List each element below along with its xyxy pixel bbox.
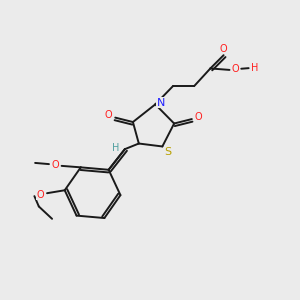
Text: H: H [251, 63, 258, 73]
Text: N: N [156, 98, 165, 108]
Text: O: O [105, 110, 112, 120]
Text: S: S [164, 147, 171, 157]
Text: O: O [37, 190, 44, 200]
Text: O: O [232, 64, 239, 74]
Text: H: H [112, 143, 120, 153]
Text: O: O [220, 44, 227, 54]
Text: O: O [51, 160, 59, 170]
Text: O: O [194, 112, 202, 122]
